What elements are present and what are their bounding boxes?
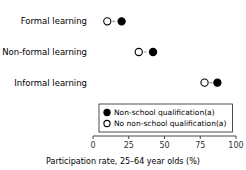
category-label: Non-formal learning [2, 47, 87, 57]
point [149, 48, 156, 55]
point [118, 18, 125, 25]
x-tick [93, 136, 94, 139]
chart: 0 25 50 75 100 Participation rate, 25–64 year… [0, 0, 246, 170]
legend: Non-school qualification(a) No non-school… [99, 104, 232, 132]
point [104, 18, 111, 25]
legend-label: Non-school qualification(a) [114, 108, 215, 117]
x-tick [128, 136, 129, 139]
legend-frame [99, 104, 232, 132]
x-tick [164, 136, 165, 139]
x-axis: 0 25 50 75 100 [90, 136, 243, 150]
legend-label: No non-school qualification(a) [114, 119, 226, 128]
x-axis-label: Participation rate, 25–64 year olds (%) [46, 157, 200, 166]
x-tick [236, 136, 237, 139]
point [201, 79, 208, 86]
category-label: Informal learning [14, 78, 87, 88]
x-tick-label: 75 [195, 141, 205, 150]
legend-marker [104, 120, 110, 126]
x-tick-label: 50 [159, 141, 169, 150]
x-tick-label: 0 [90, 141, 95, 150]
x-tick [200, 136, 201, 139]
marks [104, 18, 221, 87]
category-label: Formal learning [21, 16, 87, 26]
legend-marker [104, 109, 110, 115]
x-tick-label: 25 [124, 141, 134, 150]
x-tick-label: 100 [228, 141, 243, 150]
point [135, 48, 142, 55]
point [214, 79, 221, 86]
